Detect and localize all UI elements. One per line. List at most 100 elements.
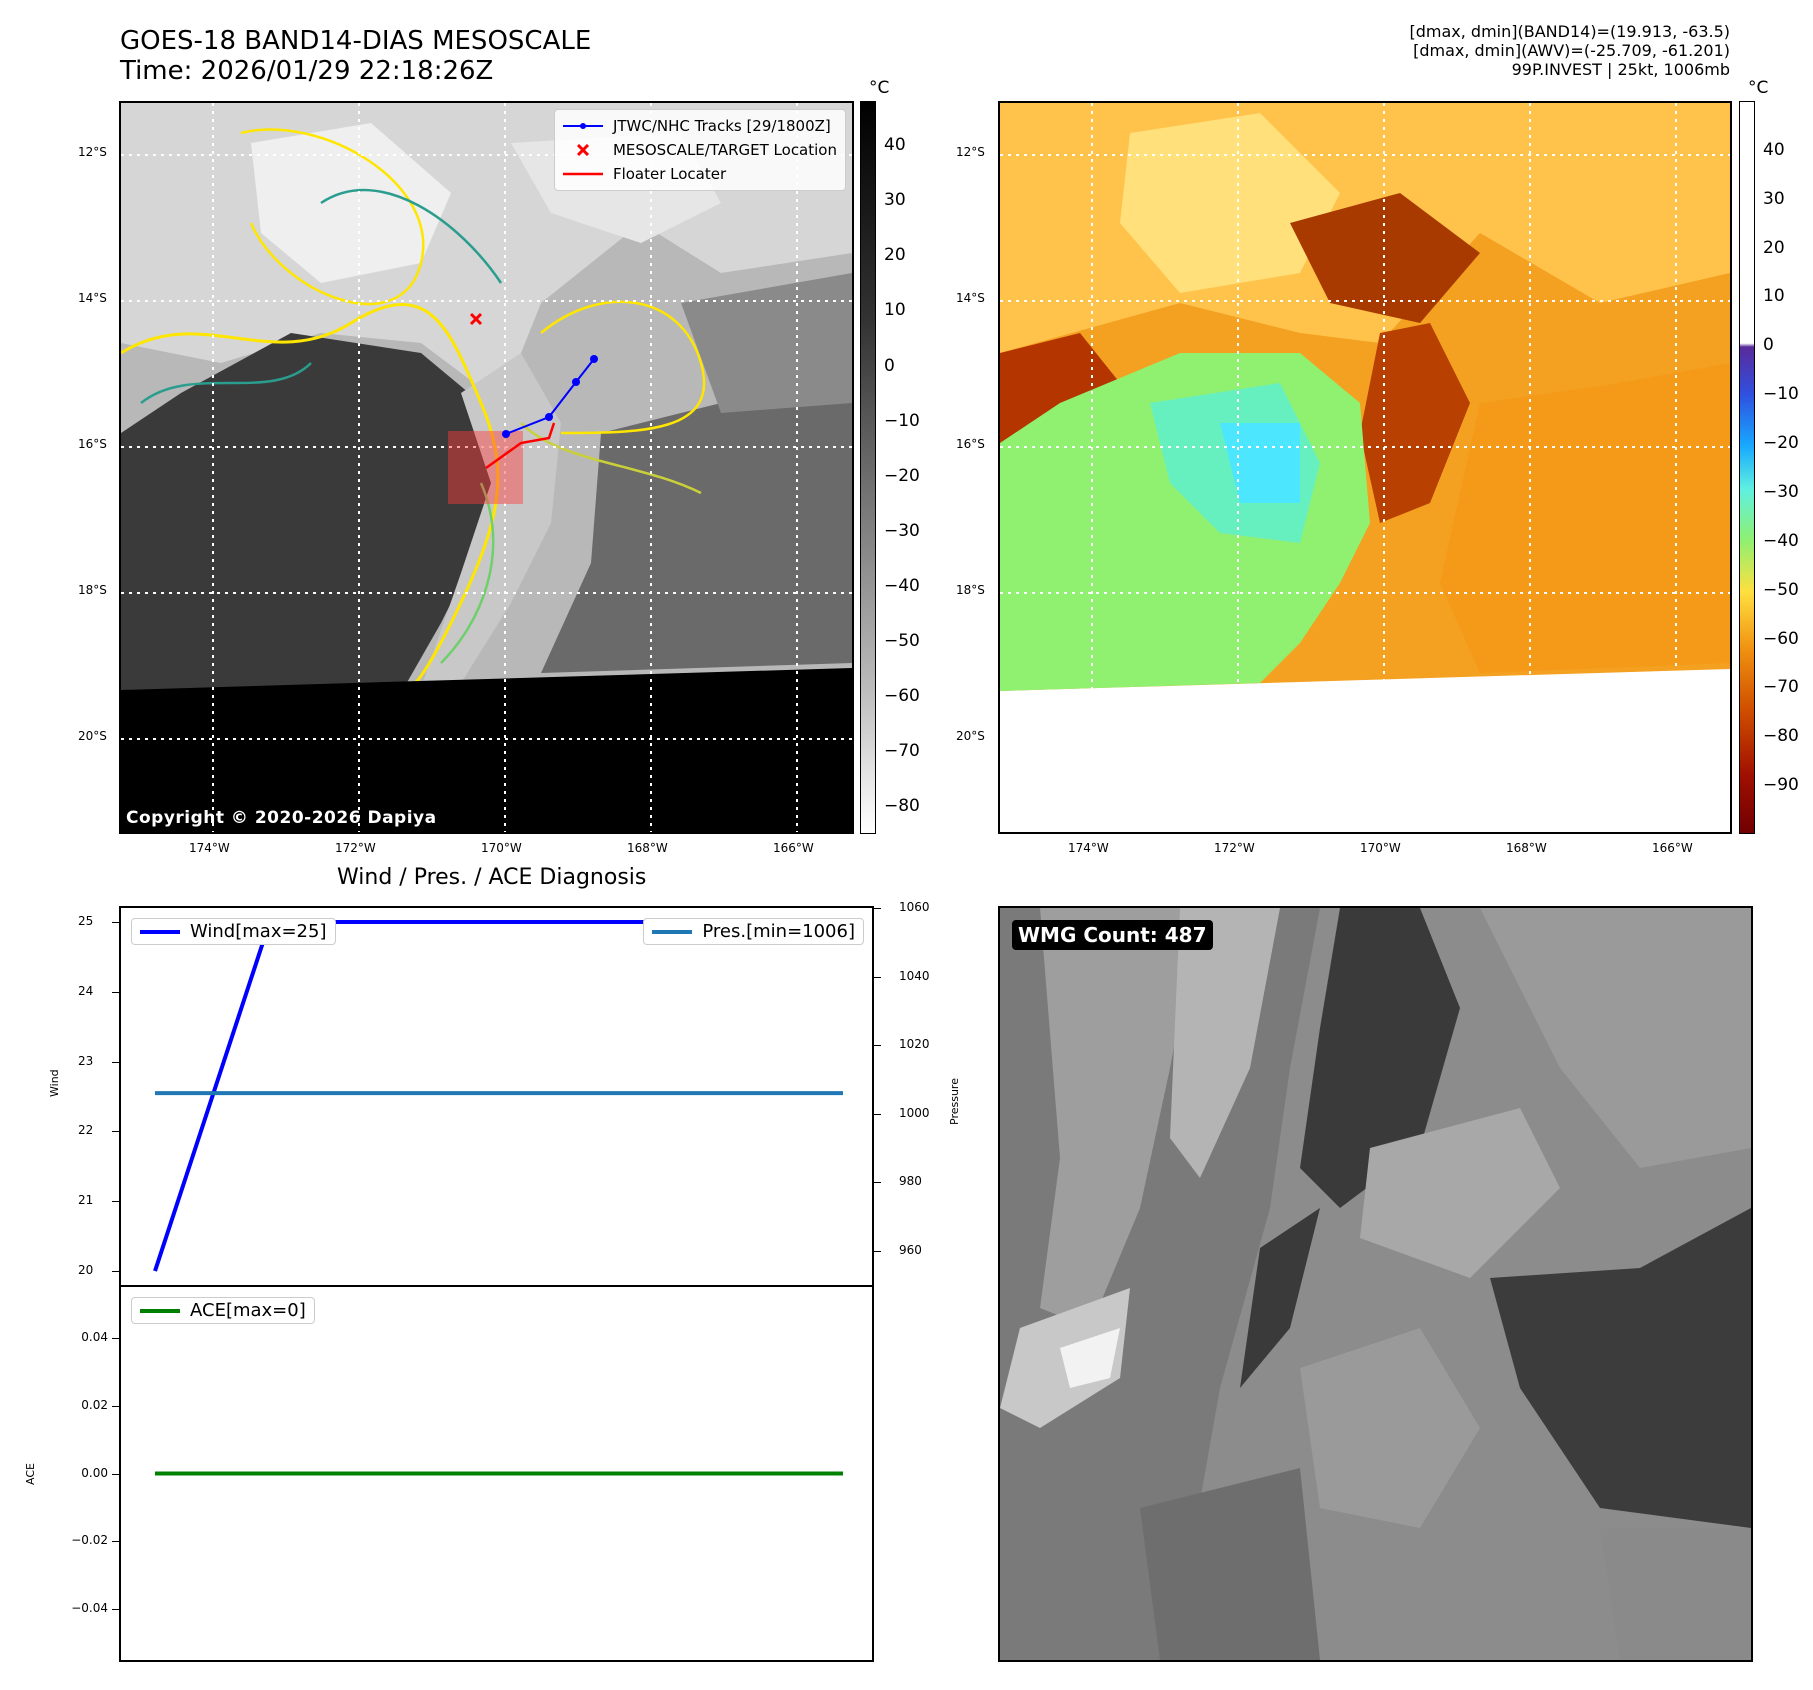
lat-label: 18°S	[78, 583, 107, 597]
wmg-count-badge: WMG Count: 487	[1012, 920, 1213, 950]
wind-tick-mark	[112, 1131, 119, 1133]
map-gridlines	[1000, 103, 1730, 832]
info-line-3: 99P.INVEST | 25kt, 1006mb	[1511, 60, 1730, 79]
pressure-tick-mark	[874, 1045, 881, 1047]
lat-label: 14°S	[956, 291, 985, 305]
pressure-legend-label: Pres.[min=1006]	[702, 921, 855, 942]
wind-tick-label: 20	[78, 1263, 94, 1278]
copyright-text: Copyright © 2020-2026 Dapiya	[126, 808, 437, 828]
ir-colorbar-tick: −30	[884, 520, 920, 541]
pressure-legend-swatch	[652, 929, 693, 934]
wind-legend-swatch	[140, 929, 180, 934]
jtwc-track-line	[505, 358, 595, 435]
lat-label: 20°S	[78, 729, 107, 743]
ace-legend-swatch	[140, 1308, 180, 1313]
enhanced-colorbar-tick: −20	[1763, 433, 1799, 454]
wind-legend-label: Wind[max=25]	[190, 921, 327, 942]
enhanced-colorbar-tick: −50	[1763, 579, 1799, 600]
pressure-tick-label: 1000	[899, 1105, 930, 1120]
figure-title: GOES-18 BAND14-DIAS MESOSCALE Time: 2026…	[120, 26, 591, 86]
ir-map-legend: JTWC/NHC Tracks [29/1800Z] MESOSCALE/TAR…	[553, 109, 846, 191]
lon-label: 172°W	[1214, 841, 1255, 855]
pressure-tick-label: 1020	[899, 1037, 930, 1052]
ir-colorbar-tick: −70	[884, 741, 920, 762]
pressure-tick-mark	[874, 1182, 881, 1184]
lat-label: 12°S	[78, 145, 107, 159]
enhanced-colorbar-tick: 20	[1763, 237, 1785, 258]
lat-label: 16°S	[78, 437, 107, 451]
ace-tick-label: −0.02	[71, 1533, 108, 1548]
legend-item-tracks: JTWC/NHC Tracks [29/1800Z]	[562, 114, 837, 138]
ir-colorbar-tick: −10	[884, 410, 920, 431]
ir-colorbar-tick: 10	[884, 300, 906, 321]
lon-label: 168°W	[627, 841, 668, 855]
colorbar-unit: °C	[1748, 78, 1769, 98]
enhanced-map-panel	[998, 101, 1732, 834]
legend-label-floater: Floater Locater	[612, 165, 727, 183]
pressure-legend: Pres.[min=1006]	[643, 918, 864, 945]
ir-colorbar-tick: −50	[884, 631, 920, 652]
ace-tick-label: 0.04	[81, 1329, 108, 1344]
ir-colorbar-tick: 0	[884, 355, 895, 376]
wind-tick-label: 23	[78, 1053, 94, 1068]
colorbar-unit: °C	[869, 78, 890, 98]
ir-colorbar-tick: −20	[884, 465, 920, 486]
lat-label: 12°S	[956, 145, 985, 159]
ace-tick-label: 0.02	[81, 1397, 108, 1412]
ir-colorbar-tick: 20	[884, 245, 906, 266]
ace-axis-label: ACE	[24, 1463, 37, 1485]
enhanced-colorbar-tick: −10	[1763, 384, 1799, 405]
wind-tick-mark	[112, 921, 119, 923]
wind-legend: Wind[max=25]	[131, 918, 336, 945]
ace-tick-mark	[112, 1405, 119, 1407]
ir-colorbar-tick: 30	[884, 190, 906, 211]
enhanced-colorbar-tick: −90	[1763, 775, 1799, 796]
lon-label: 172°W	[335, 841, 376, 855]
floater-locater-line	[485, 422, 556, 470]
pressure-tick-label: 1060	[899, 900, 930, 914]
lat-label: 16°S	[956, 437, 985, 451]
info-line-1: [dmax, dmin](BAND14)=(19.913, -63.5)	[1409, 22, 1731, 41]
floater-box	[448, 431, 523, 504]
ace-legend: ACE[max=0]	[131, 1297, 315, 1324]
wind-pressure-panel: Wind[max=25] Pres.[min=1006]	[119, 906, 874, 1287]
lat-label: 20°S	[956, 729, 985, 743]
wind-tick-mark	[112, 991, 119, 993]
title-line-1: GOES-18 BAND14-DIAS MESOSCALE	[120, 26, 592, 56]
pressure-tick-mark	[874, 1250, 881, 1252]
legend-item-target: MESOSCALE/TARGET Location	[563, 138, 837, 162]
info-line-2: [dmax, dmin](AWV)=(-25.709, -61.201)	[1413, 41, 1730, 60]
ace-tick-mark	[112, 1473, 119, 1475]
enhanced-map-image	[1000, 103, 1730, 832]
enhanced-colorbar-tick: 10	[1763, 286, 1785, 307]
ir-colorbar	[860, 101, 876, 834]
ace-tick-mark	[112, 1337, 119, 1339]
ir-colorbar-tick: −80	[884, 796, 920, 817]
lon-label: 170°W	[1360, 841, 1401, 855]
ir-colorbar-tick: −40	[884, 575, 920, 596]
lat-label: 14°S	[78, 291, 107, 305]
ir-colorbar-tick: 40	[884, 135, 906, 156]
pressure-axis-label: Pressure	[948, 1078, 961, 1125]
ace-tick-mark	[112, 1541, 119, 1543]
map-gridlines	[121, 103, 852, 832]
stats-info: [dmax, dmin](BAND14)=(19.913, -63.5) [dm…	[1410, 22, 1731, 79]
ir-map-panel: JTWC/NHC Tracks [29/1800Z] MESOSCALE/TAR…	[119, 101, 854, 834]
wind-pressure-plot	[153, 919, 843, 1272]
wind-tick-label: 24	[78, 983, 94, 998]
ace-plot	[155, 1471, 843, 1476]
wind-tick-mark	[112, 1201, 119, 1203]
ace-panel: ACE[max=0]	[119, 1285, 874, 1662]
lon-label: 168°W	[1506, 841, 1547, 855]
wind-series-line	[153, 919, 843, 1272]
ace-tick-label: −0.04	[71, 1601, 108, 1616]
ace-legend-label: ACE[max=0]	[190, 1300, 306, 1321]
lon-label: 174°W	[189, 841, 230, 855]
pressure-tick-label: 1040	[899, 968, 930, 983]
wind-tick-label: 22	[78, 1123, 94, 1138]
pressure-tick-label: 980	[899, 1174, 922, 1189]
wind-axis-label: Wind	[48, 1069, 61, 1097]
enhanced-colorbar-tick: −40	[1763, 530, 1799, 551]
enhanced-colorbar-tick: −30	[1763, 481, 1799, 502]
wind-tick-label: 21	[78, 1193, 94, 1208]
